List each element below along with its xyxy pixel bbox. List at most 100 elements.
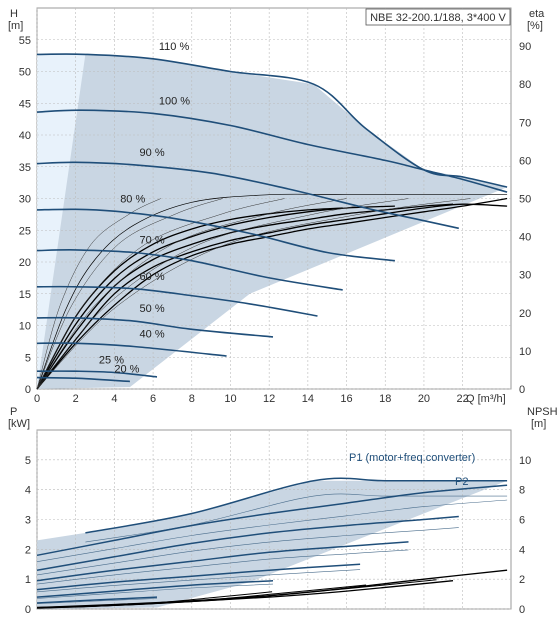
y2-tick-label: 30 [519, 270, 531, 282]
y-tick-label: 25 [19, 225, 31, 237]
y2-tick-label: 60 [519, 155, 531, 167]
speed-label: 40 % [140, 329, 165, 341]
speed-label: 110 % [159, 41, 190, 53]
power-envelope [37, 480, 508, 609]
y2-tick-label: 70 [519, 117, 531, 129]
chart-title: NBE 32-200.1/188, 3*400 V [370, 12, 506, 24]
y2-tick-label: 0 [519, 384, 525, 396]
speed-label: 100 % [159, 96, 190, 108]
speed-label: 80 % [120, 193, 145, 205]
eta-fan-curve [36, 198, 471, 390]
y2-tick-label: 50 [519, 194, 531, 206]
eta-fan-curve [36, 198, 409, 390]
head-curve [36, 249, 343, 291]
x-tick-label: 0 [34, 393, 40, 405]
y2-tick-label: 40 [519, 232, 531, 244]
x-tick-label: 18 [379, 393, 391, 405]
eta-fan-curve [36, 198, 161, 390]
npsh-tick-label: 4 [519, 544, 525, 556]
y2-tick-label: 20 [519, 308, 531, 320]
x-tick-label: 6 [150, 393, 156, 405]
npsh-tick-label: 0 [519, 604, 525, 616]
eta-fan-curve [36, 198, 223, 390]
p-tick-label: 5 [25, 455, 31, 467]
npsh-axis-label: NPSH [527, 406, 557, 418]
eta-curve [36, 203, 508, 390]
head-curve [36, 316, 274, 338]
p-axis-unit: [kW] [8, 418, 30, 430]
head-curve [36, 376, 130, 383]
power-curve [36, 563, 361, 591]
npsh-tick-label: 2 [519, 574, 525, 586]
eta-fan-curve [36, 198, 285, 390]
p2-curve [36, 598, 158, 604]
power-curve [36, 596, 158, 604]
speed-label: 50 % [140, 303, 165, 315]
power-curve [36, 579, 274, 598]
x-axis-label: Q [m³/h] [466, 393, 506, 405]
y-tick-label: 40 [19, 130, 31, 142]
y2-tick-label: 80 [519, 79, 531, 91]
eta-curve [36, 197, 508, 390]
y-tick-label: 10 [19, 321, 31, 333]
y2-tick-label: 10 [519, 346, 531, 358]
npsh-axis-unit: [m] [531, 418, 546, 430]
head-curve [36, 285, 318, 317]
speed-label: 90 % [140, 147, 165, 159]
p-axis-label: P [10, 406, 17, 418]
p2-curve [36, 549, 409, 585]
p-tick-label: 2 [25, 544, 31, 556]
operating-envelope [37, 54, 508, 389]
speed-label: 25 % [99, 355, 124, 367]
p-tick-label: 0 [25, 604, 31, 616]
min-flow-region [37, 54, 86, 389]
npsh-tick-label: 8 [519, 485, 525, 497]
y-tick-label: 55 [19, 35, 31, 47]
head-curve [36, 208, 395, 262]
p-tick-label: 1 [25, 574, 31, 586]
y-tick-label: 15 [19, 289, 31, 301]
x-tick-label: 8 [189, 393, 195, 405]
power-curve [36, 515, 459, 571]
x-tick-label: 4 [111, 393, 117, 405]
title-box [365, 8, 511, 26]
p2-curve [36, 499, 508, 562]
p-tick-label: 4 [25, 485, 31, 497]
p2-curve [36, 569, 361, 593]
y-tick-label: 35 [19, 162, 31, 174]
eta-curve [36, 193, 508, 390]
npsh-tick-label: 10 [519, 455, 531, 467]
y-tick-label: 30 [19, 194, 31, 206]
x-tick-label: 20 [418, 393, 430, 405]
p-tick-label: 3 [25, 515, 31, 527]
power-curve [85, 477, 508, 534]
p2-curve [36, 583, 274, 599]
x-tick-label: 16 [340, 393, 352, 405]
power-curve [36, 541, 409, 582]
y-tick-label: 0 [25, 384, 31, 396]
head-curve [36, 109, 508, 193]
y-axis-unit: [m] [8, 20, 23, 32]
x-tick-label: 10 [224, 393, 236, 405]
p1-label: P1 (motor+freq.converter) [349, 452, 475, 464]
power-curve [36, 484, 508, 557]
x-tick-label: 2 [73, 393, 79, 405]
y2-axis-label: eta [529, 8, 545, 20]
y2-axis-unit: [%] [527, 20, 543, 32]
head-curve [36, 161, 459, 230]
y-axis-label: H [10, 8, 18, 20]
eta-curve [36, 203, 454, 390]
p2-curve [36, 527, 459, 576]
eta-curve [36, 205, 395, 390]
y-tick-label: 50 [19, 67, 31, 79]
x-tick-label: 22 [457, 393, 469, 405]
x-tick-label: 14 [302, 393, 314, 405]
y-tick-label: 45 [19, 98, 31, 110]
head-curve [36, 370, 158, 378]
speed-label: 60 % [140, 271, 165, 283]
head-curve [36, 342, 227, 357]
npsh-curve [36, 579, 437, 609]
npsh-tick-label: 6 [519, 515, 525, 527]
y-tick-label: 5 [25, 352, 31, 364]
